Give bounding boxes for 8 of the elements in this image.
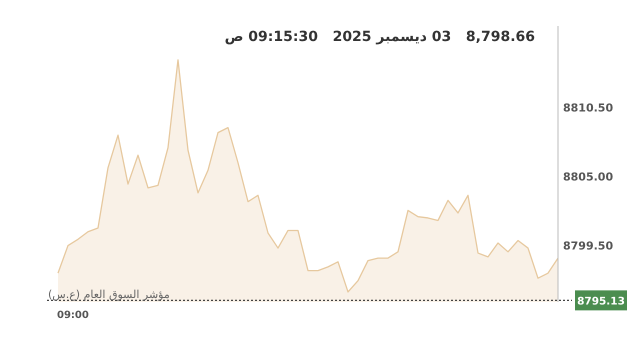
ref-line-label: 8795.13 [577, 295, 625, 308]
annotation: مؤشر السوق العام (ع.س) [48, 288, 170, 301]
ref-label: 8795.13 [575, 290, 627, 310]
y-tick-label: 8810.50 [563, 102, 614, 115]
y-tick-label: 8799.50 [563, 240, 614, 253]
chart-title: 8,798.66 03 ديسمبر 2025 09:15:30 ص [224, 29, 535, 45]
y-tick-label: 8805.00 [563, 170, 614, 184]
text: 09:00 [57, 310, 89, 321]
